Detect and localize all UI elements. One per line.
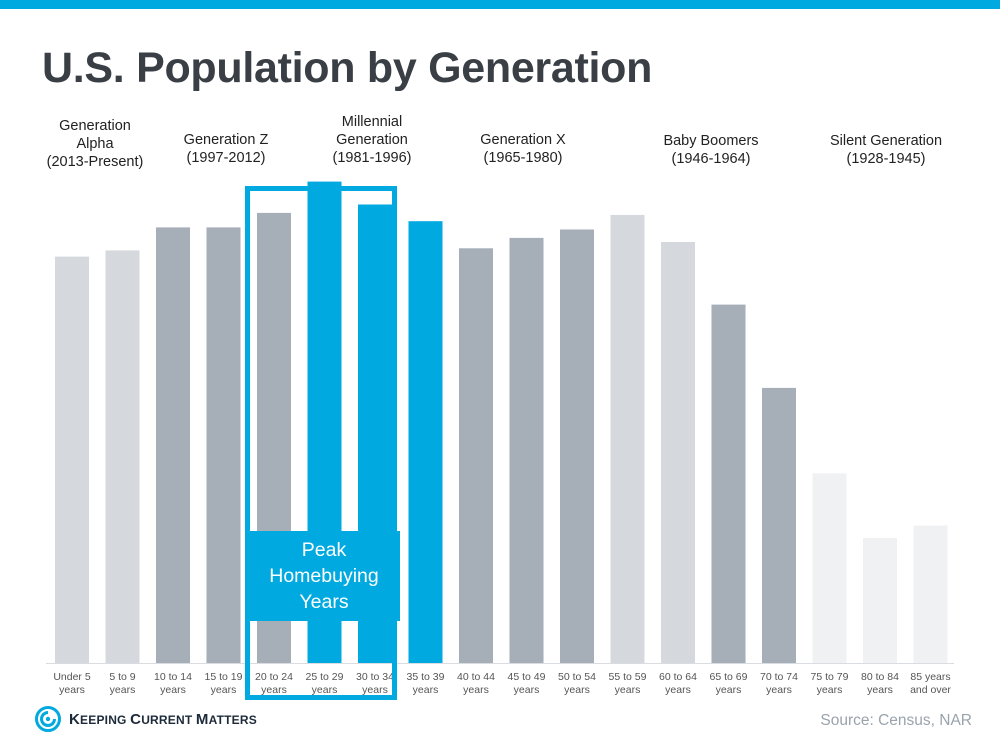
top-accent-bar xyxy=(0,0,1000,9)
bar xyxy=(812,473,847,663)
x-tick-label: 10 to 14 xyxy=(154,671,192,683)
x-tick-label: years xyxy=(211,684,237,696)
x-tick-label: 30 to 34 xyxy=(356,671,394,683)
generation-label-line: (1965-1980) xyxy=(483,150,563,166)
x-tick-label: 15 to 19 xyxy=(205,671,243,683)
peak-homebuying-label: Peak Homebuying Years xyxy=(248,531,400,621)
x-tick-label: 55 to 59 xyxy=(609,671,647,683)
x-tick-label: years xyxy=(59,684,85,696)
x-tick-label: 5 to 9 xyxy=(109,671,135,683)
generation-label-line: (1946-1964) xyxy=(671,151,751,167)
x-tick-label: 75 to 79 xyxy=(811,671,849,683)
x-tick-label: years xyxy=(362,684,388,696)
x-tick-label: years xyxy=(665,684,691,696)
generation-label: Baby Boomers (1946-1964) xyxy=(636,132,786,168)
x-tick-label: years xyxy=(413,684,439,696)
generation-label-line: Generation xyxy=(59,118,131,134)
generation-label-line: Millennial xyxy=(341,114,403,130)
spiral-logo-icon xyxy=(35,706,61,732)
bar xyxy=(661,242,695,663)
x-tick-label: and over xyxy=(910,684,951,696)
x-tick-label: 65 to 69 xyxy=(710,671,748,683)
generation-label: Generation X (1965-1980) xyxy=(448,131,598,167)
x-tick-label: years xyxy=(867,684,893,696)
bar xyxy=(610,214,645,663)
generation-label-line: Baby Boomers xyxy=(663,133,759,149)
x-tick-label: 25 to 29 xyxy=(306,671,344,683)
x-tick-label: years xyxy=(312,684,338,696)
x-tick-label: 50 to 54 xyxy=(558,671,596,683)
x-tick-label: years xyxy=(261,684,287,696)
x-tick-label: years xyxy=(817,684,843,696)
bar xyxy=(913,525,948,663)
x-tick-label: years xyxy=(463,684,489,696)
x-tick-label: years xyxy=(615,684,641,696)
generation-label-line: Generation Z xyxy=(183,132,269,148)
x-tick-label: Under 5 xyxy=(53,671,91,683)
x-tick-label: 45 to 49 xyxy=(508,671,546,683)
x-tick-label: years xyxy=(160,684,186,696)
page-title: U.S. Population by Generation xyxy=(42,44,653,92)
generation-label-line: Silent Generation xyxy=(829,133,943,149)
generation-label-line: (1997-2012) xyxy=(186,150,266,166)
bar xyxy=(509,237,544,663)
generation-label-line: (2013-Present) xyxy=(46,154,144,170)
generation-label: Millennial Generation (1981-1996) xyxy=(297,113,447,167)
generation-label: Generation Z (1997-2012) xyxy=(151,131,301,167)
generation-label: Silent Generation (1928-1945) xyxy=(811,132,961,168)
bar xyxy=(408,221,443,663)
x-tick-label: 70 to 74 xyxy=(760,671,798,683)
generation-label-line: (1928-1945) xyxy=(846,151,926,167)
bar xyxy=(459,248,493,664)
source-note: Source: Census, NAR xyxy=(820,712,972,729)
bar xyxy=(863,538,897,663)
bar xyxy=(560,229,594,663)
x-tick-label: 40 to 44 xyxy=(457,671,495,683)
x-tick-label: 20 to 24 xyxy=(255,671,293,683)
peak-homebuying-highlight-box xyxy=(245,186,397,700)
generation-label: Generation Alpha (2013-Present) xyxy=(20,117,170,171)
bar xyxy=(762,387,796,663)
bar xyxy=(105,250,140,663)
bar xyxy=(156,227,190,663)
x-tick-label: years xyxy=(766,684,792,696)
bar xyxy=(206,227,241,663)
bar xyxy=(55,256,89,663)
x-tick-label: 80 to 84 xyxy=(861,671,899,683)
x-tick-label: years xyxy=(564,684,590,696)
x-tick-label: years xyxy=(110,684,136,696)
x-tick-label: 85 years xyxy=(910,671,950,683)
kcm-logo: KEEPING CURRENT MATTERS xyxy=(35,706,257,732)
generation-label-line: Alpha xyxy=(76,136,114,152)
x-tick-label: 60 to 64 xyxy=(659,671,697,683)
logo-wordmark: KEEPING CURRENT MATTERS xyxy=(69,710,257,728)
x-tick-label: years xyxy=(514,684,540,696)
generation-label-line: Generation X xyxy=(480,132,566,148)
peak-homebuying-text: Peak Homebuying Years xyxy=(269,539,379,613)
x-tick-label: 35 to 39 xyxy=(407,671,445,683)
generation-label-line: Generation xyxy=(336,132,408,148)
generation-label-line: (1981-1996) xyxy=(332,150,412,166)
x-tick-label: years xyxy=(716,684,742,696)
bar xyxy=(711,304,746,663)
